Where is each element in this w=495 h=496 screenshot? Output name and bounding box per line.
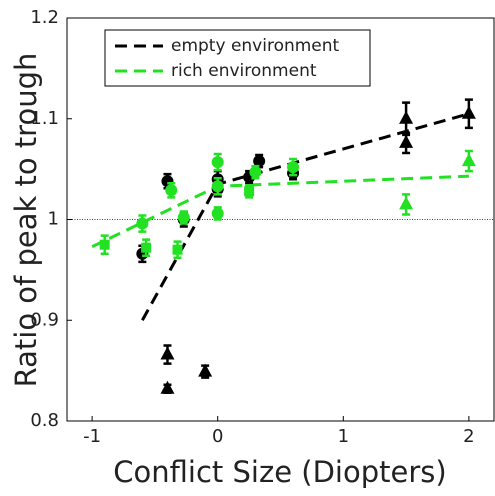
marker <box>136 217 149 230</box>
marker <box>461 105 476 119</box>
marker <box>177 211 190 224</box>
fit-line <box>91 174 469 249</box>
marker <box>253 155 266 168</box>
y-tick-label: 0.9 <box>30 309 59 330</box>
fit-line <box>141 112 470 321</box>
legend-label: rich environment <box>171 61 317 81</box>
marker <box>287 161 300 174</box>
marker <box>244 186 255 197</box>
marker <box>399 196 414 210</box>
x-axis-label: Conflict Size (Diopters) <box>113 455 446 489</box>
legend-box <box>104 29 371 87</box>
x-tick-label: 2 <box>463 426 474 447</box>
x-tick-label: 0 <box>212 426 223 447</box>
marker <box>399 110 414 124</box>
y-tick-label: 1 <box>48 209 59 230</box>
marker <box>211 180 224 193</box>
marker <box>141 242 152 253</box>
plot-frame <box>66 17 495 422</box>
marker <box>165 184 178 197</box>
marker <box>461 153 476 167</box>
y-tick-label: 1.2 <box>30 7 59 28</box>
marker <box>211 156 224 169</box>
y-tick-label: 0.8 <box>30 410 59 431</box>
x-tick-label: -1 <box>83 426 101 447</box>
marker <box>211 207 224 220</box>
marker <box>249 166 262 179</box>
marker <box>198 363 213 377</box>
marker <box>172 244 183 255</box>
legend-label: empty environment <box>171 36 340 56</box>
marker <box>399 134 414 148</box>
marker <box>99 239 110 250</box>
marker <box>160 346 175 360</box>
x-tick-label: 1 <box>338 426 349 447</box>
marker <box>160 380 175 394</box>
y-tick-label: 1.1 <box>30 108 59 129</box>
y-axis-label: Ratio of peak to trough <box>9 53 43 388</box>
